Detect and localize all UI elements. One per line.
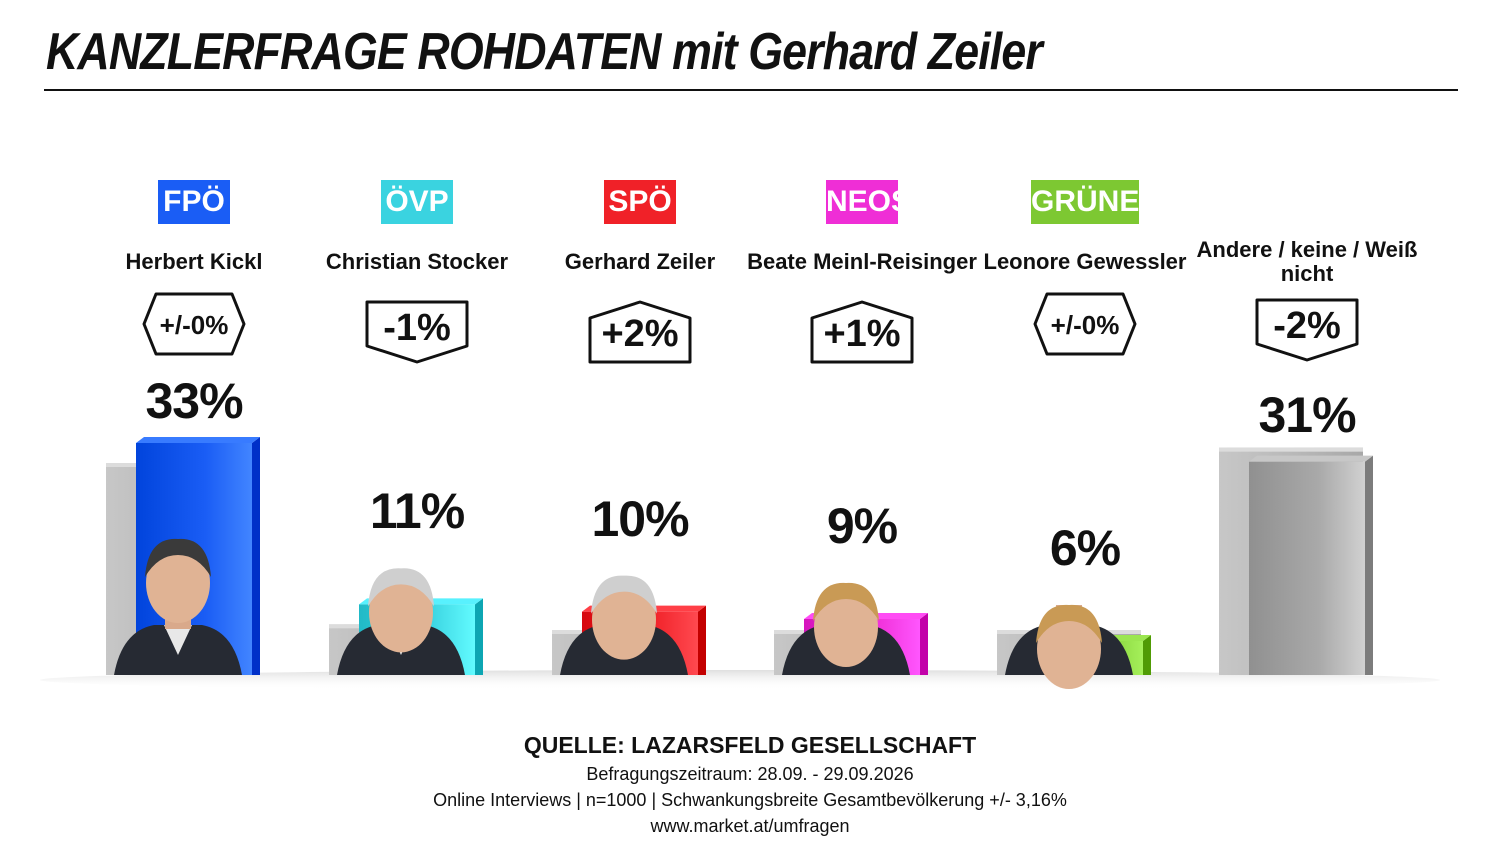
- value-label-6: 31%: [1258, 387, 1356, 443]
- svg-text:+1%: +1%: [823, 313, 900, 355]
- candidate-name-2: Christian Stocker: [325, 249, 509, 274]
- bar-top-1: [136, 437, 260, 443]
- value-label-4: 9%: [826, 498, 898, 554]
- bar-back-top-6: [1219, 447, 1363, 452]
- bar-4: [774, 582, 928, 675]
- portrait-beate-meinl-reisinger: [782, 582, 910, 675]
- party-badge-5: GRÜNE: [1031, 180, 1139, 224]
- change-badge-1: +/-0%: [142, 292, 246, 356]
- change-badge-2: -1%: [365, 300, 469, 364]
- bar-5: [997, 604, 1151, 689]
- bar-top-6: [1249, 455, 1373, 462]
- bar-side-5: [1143, 635, 1151, 675]
- value-label-2: 11%: [369, 483, 465, 540]
- bar-side-4: [920, 613, 928, 675]
- portrait-gerhard-zeiler: [560, 575, 688, 675]
- source-title: QUELLE: LAZARSFELD GESELLSCHAFT: [523, 732, 977, 758]
- change-badge-5: +/-0%: [1033, 292, 1137, 356]
- portrait-christian-stocker: [337, 568, 465, 675]
- portrait-herbert-kickl: [114, 538, 242, 675]
- bar-side-3: [698, 605, 706, 675]
- change-badge-4: +1%: [810, 300, 914, 364]
- bar-2: [329, 568, 483, 675]
- svg-text:+/-0%: +/-0%: [160, 310, 229, 340]
- svg-text:-2%: -2%: [1273, 305, 1341, 347]
- candidate-name-5: Leonore Gewessler: [983, 249, 1187, 274]
- change-badge-6: -2%: [1255, 298, 1359, 362]
- candidate-name-1: Herbert Kickl: [125, 249, 263, 274]
- bar-6: [1219, 447, 1373, 675]
- party-badge-4: NEOS: [826, 180, 911, 224]
- title-divider: [44, 89, 1458, 91]
- svg-text:-1%: -1%: [383, 307, 451, 349]
- bar-front-6: [1249, 461, 1365, 675]
- candidate-name-4: Beate Meinl-Reisinger: [747, 249, 977, 274]
- bar-3: [552, 575, 706, 675]
- bar-side-2: [475, 598, 483, 675]
- bar-side-1: [252, 437, 260, 675]
- value-label-3: 10%: [591, 490, 689, 547]
- portrait-leonore-gewessler: [1005, 604, 1133, 689]
- candidate-name-6: Andere / keine / Weiß nicht: [1196, 237, 1418, 286]
- party-badge-2: ÖVP: [381, 180, 453, 224]
- change-badge-3: +2%: [588, 300, 692, 364]
- party-badge-3: SPÖ: [604, 180, 676, 224]
- svg-text:+/-0%: +/-0%: [1051, 310, 1120, 340]
- bar-side-6: [1365, 455, 1373, 675]
- value-label-1: 33%: [145, 373, 243, 429]
- value-label-5: 6%: [1049, 520, 1121, 576]
- source-url: www.market.at/umfragen: [650, 816, 850, 836]
- candidate-name-3: Gerhard Zeiler: [564, 249, 716, 274]
- survey-method: Online Interviews | n=1000 | Schwankungs…: [433, 790, 1067, 810]
- bar-1: [106, 437, 260, 675]
- svg-text:+2%: +2%: [601, 313, 678, 355]
- survey-period: Befragungszeitraum: 28.09. - 29.09.2026: [586, 764, 914, 784]
- party-badge-1: FPÖ: [158, 180, 230, 224]
- page-title: KANZLERFRAGE ROHDATEN mit Gerhard Zeiler: [46, 23, 1043, 81]
